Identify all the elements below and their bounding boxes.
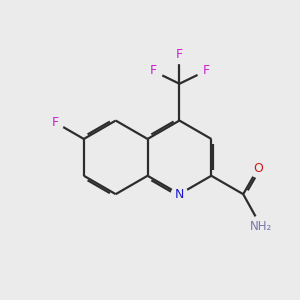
Text: NH₂: NH₂ [250, 220, 272, 233]
Text: F: F [52, 116, 59, 129]
Text: F: F [202, 64, 209, 77]
Text: O: O [253, 161, 263, 175]
Text: F: F [149, 64, 157, 77]
Text: F: F [176, 48, 183, 61]
Text: N: N [175, 188, 184, 201]
